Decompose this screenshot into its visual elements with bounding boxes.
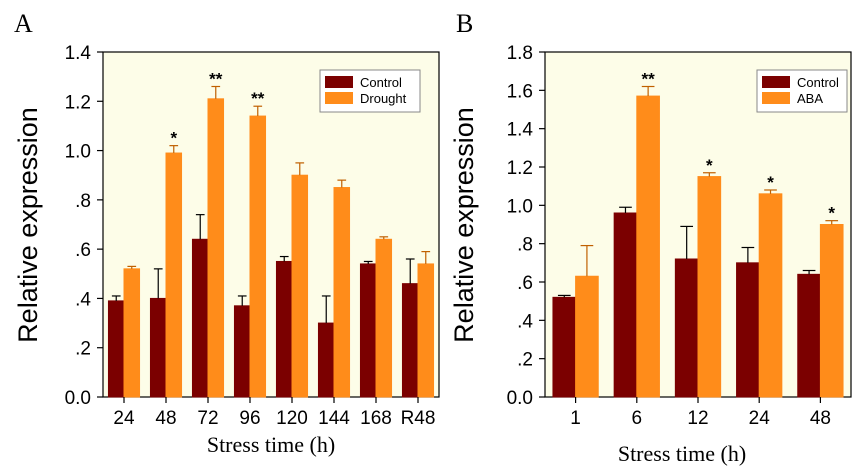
x-axis-label: Stress time (h) (618, 441, 746, 466)
y-tick-label: .8 (75, 191, 91, 212)
y-tick-label: 1.0 (507, 196, 533, 217)
bar (736, 262, 760, 398)
bar (359, 263, 377, 398)
y-tick-label: 0.0 (65, 388, 91, 409)
y-tick-label: 1.8 (507, 43, 533, 64)
x-tick-label: 144 (318, 408, 350, 429)
significance-label: * (767, 173, 774, 192)
legend-swatch (762, 76, 790, 88)
bar (613, 212, 638, 398)
chart-panel-a: A 0.0 .2 .4 .6 .8 1.0 1.2 1.4 24 * 48 ** 72 ** 96 120 144… (13, 9, 440, 457)
x-tick-label: 72 (197, 408, 218, 429)
y-tick-label: .2 (75, 339, 91, 360)
bar (317, 322, 335, 398)
panel-letter: B (456, 9, 473, 38)
x-tick-label: 6 (632, 408, 643, 429)
bar (275, 260, 293, 398)
y-tick-label: .4 (517, 311, 533, 332)
bar (674, 258, 699, 398)
legend-label: Control (797, 75, 839, 90)
y-tick-label: .2 (517, 350, 533, 371)
bar (149, 297, 167, 398)
significance-label: * (828, 204, 835, 223)
bar (401, 283, 419, 398)
bar (575, 275, 599, 398)
bar (417, 263, 435, 398)
chart-panel-b: B 0.0 .2 .4 .6 .8 1.0 1.2 1.4 1.6 1.8 1 ** 6 * 12 * 24 * 48… (449, 9, 852, 466)
panel-letter: A (14, 9, 33, 38)
significance-label: ** (642, 70, 656, 89)
y-axis-label: Relative expression (449, 107, 479, 343)
y-tick-label: .8 (517, 235, 533, 256)
bar (636, 95, 660, 398)
y-tick-label: 1.4 (65, 43, 92, 64)
bar (249, 115, 267, 398)
bar (797, 273, 821, 398)
bar (123, 268, 141, 398)
legend-label: Control (360, 75, 402, 90)
legend-swatch (762, 92, 790, 104)
y-tick-label: 1.0 (65, 142, 91, 163)
y-tick-label: 1.2 (507, 158, 533, 179)
bar (552, 296, 577, 398)
x-tick-label: 12 (687, 408, 708, 429)
x-tick-label: 96 (239, 408, 260, 429)
bar (819, 224, 844, 398)
bar (165, 152, 183, 398)
y-tick-label: 1.4 (507, 120, 534, 141)
legend-label: Drought (360, 91, 407, 106)
x-tick-label: 1 (570, 408, 581, 429)
bar (207, 98, 225, 398)
x-tick-label: 24 (749, 408, 771, 429)
y-axis-label: Relative expression (13, 107, 43, 343)
legend-swatch (325, 76, 353, 88)
bar (291, 174, 309, 398)
y-tick-label: 1.6 (507, 81, 533, 102)
x-axis-label: Stress time (h) (207, 432, 335, 457)
legend-swatch (325, 92, 353, 104)
significance-label: ** (209, 70, 223, 89)
x-tick-label: 168 (360, 408, 392, 429)
y-tick-label: .6 (75, 240, 91, 261)
bar (191, 238, 209, 398)
x-tick-label: 48 (155, 408, 176, 429)
x-tick-label: 120 (276, 408, 308, 429)
bar (233, 305, 251, 398)
x-tick-label: R48 (401, 408, 436, 429)
bar (107, 300, 125, 398)
y-tick-label: .6 (517, 273, 533, 294)
legend-label: ABA (797, 91, 823, 106)
significance-label: * (706, 156, 713, 175)
y-tick-label: .4 (75, 289, 91, 310)
bar (758, 193, 783, 398)
y-tick-label: 0.0 (507, 388, 533, 409)
significance-label: * (170, 129, 177, 148)
y-tick-label: 1.2 (65, 92, 91, 113)
x-tick-label: 24 (113, 408, 135, 429)
bar (333, 187, 351, 398)
x-tick-label: 48 (810, 408, 831, 429)
bar (697, 176, 722, 398)
bar (375, 238, 393, 398)
significance-label: ** (251, 89, 265, 108)
